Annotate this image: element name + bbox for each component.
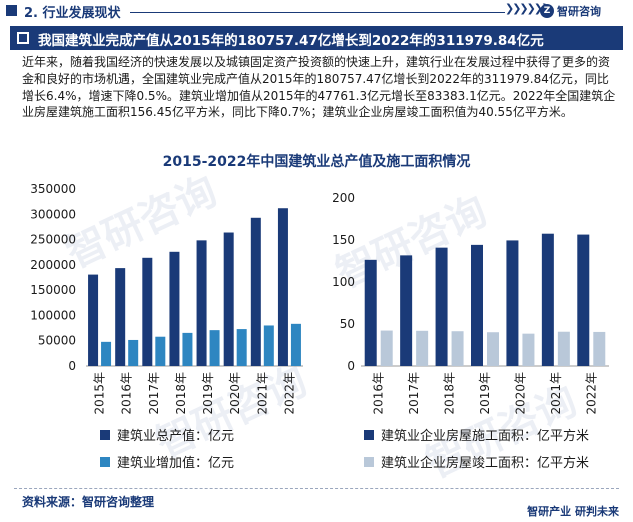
bar — [364, 259, 377, 366]
bar — [88, 274, 99, 366]
bar — [169, 251, 180, 366]
legend-swatch — [364, 430, 374, 440]
x-tick-label: 2021年 — [255, 372, 269, 415]
x-tick-label: 2022年 — [584, 372, 598, 415]
bar — [487, 332, 499, 366]
x-tick-label: 2019年 — [201, 372, 215, 415]
x-tick-label: 2017年 — [147, 372, 161, 415]
y-tick-label: 50 — [340, 317, 355, 331]
x-tick-label: 2016年 — [120, 372, 134, 415]
footer-rule — [14, 488, 619, 489]
section-label: 2. 行业发展现状 — [24, 6, 121, 21]
x-tick-label: 2020年 — [228, 372, 242, 415]
y-tick-label: 0 — [347, 359, 355, 373]
y-tick-label: 150000 — [30, 283, 76, 297]
footer-slogan: 智研产业 研判未来 — [527, 505, 619, 518]
source-note: 资料来源：智研咨询整理 — [22, 495, 155, 509]
x-tick-label: 2016年 — [372, 372, 386, 415]
bar — [471, 244, 483, 366]
brand-logo-text: 智研咨询 — [557, 5, 601, 18]
bar — [115, 268, 126, 366]
bar — [541, 233, 554, 366]
bar — [593, 331, 606, 366]
y-tick-label: 200000 — [30, 258, 76, 272]
header-rule — [130, 12, 505, 13]
bar — [451, 331, 464, 366]
bar — [128, 339, 139, 366]
bar — [223, 232, 234, 366]
y-tick-label: 200 — [332, 191, 355, 205]
bar — [577, 234, 590, 366]
bar — [506, 240, 519, 366]
x-tick-label: 2018年 — [443, 372, 457, 415]
y-tick-label: 250000 — [30, 233, 76, 247]
chart-panel-1: 0 50000 100000 150000 200000 250000 300000 3500… — [30, 182, 303, 471]
top-bar: 2. 行业发展现状 ❯❯❯❯❯❯ Z 智研咨询 — [0, 0, 633, 24]
bar — [380, 330, 393, 366]
headline-banner: 我国建筑业完成产值从2015年的180757.47亿增长到2022年的31197… — [10, 26, 623, 50]
y-tick-label: 50000 — [38, 334, 76, 348]
section-marker-icon — [6, 5, 17, 16]
brand-logo-icon: Z — [540, 4, 554, 18]
chart-title: 2015-2022年中国建筑业总产值及施工面积情况 — [162, 154, 471, 170]
bar — [209, 330, 220, 366]
y-tick-label: 300000 — [30, 207, 76, 221]
y-tick-label: 350000 — [30, 182, 76, 196]
legend-label: 建筑业增加值：亿元 — [117, 455, 234, 471]
y-tick-label: 100 — [332, 275, 355, 289]
banner-square-icon — [17, 32, 29, 44]
x-tick-label: 2018年 — [174, 372, 188, 415]
y-tick-label: 0 — [68, 359, 76, 373]
legend-swatch — [100, 457, 110, 467]
bar — [182, 332, 193, 366]
legend-label: 建筑业企业房屋施工面积：亿平方米 — [381, 428, 589, 444]
bar — [435, 247, 448, 366]
bar — [416, 330, 429, 366]
x-tick-label: 2020年 — [513, 372, 527, 415]
x-tick-label: 2022年 — [282, 372, 296, 415]
chart-panel-2: 0 50 100 150 200 2016年 2017年 2018年 2019年 2020年 202… — [332, 191, 609, 471]
y-tick-label: 150 — [332, 233, 355, 247]
bar — [236, 329, 247, 366]
x-tick-label: 2019年 — [478, 372, 492, 415]
bar — [277, 208, 288, 366]
y-tick-label: 100000 — [30, 308, 76, 322]
x-tick-label: 2021年 — [549, 372, 563, 415]
bar — [250, 217, 261, 366]
legend-swatch — [100, 430, 110, 440]
bar — [263, 325, 274, 366]
bar — [101, 341, 112, 366]
brand-logo: Z 智研咨询 — [540, 3, 601, 19]
bar — [290, 323, 301, 366]
bar — [155, 336, 166, 366]
legend-label: 建筑业企业房屋竣工面积：亿平方米 — [381, 455, 589, 471]
bar — [196, 240, 207, 366]
bar — [557, 331, 570, 366]
legend-swatch — [364, 457, 374, 467]
x-tick-label: 2015年 — [93, 372, 107, 415]
bar — [400, 255, 413, 366]
chevrons-icon: ❯❯❯❯❯❯ — [505, 2, 550, 15]
bar — [142, 257, 153, 366]
description-paragraph: 近年来，随着我国经济的快速发展以及城镇固定资产投资额的快速上升，建筑行业在发展过… — [22, 55, 616, 120]
bar — [522, 333, 535, 366]
x-tick-label: 2017年 — [407, 372, 421, 415]
headline-text: 我国建筑业完成产值从2015年的180757.47亿增长到2022年的31197… — [38, 33, 544, 49]
legend-label: 建筑业总产值：亿元 — [117, 428, 234, 444]
